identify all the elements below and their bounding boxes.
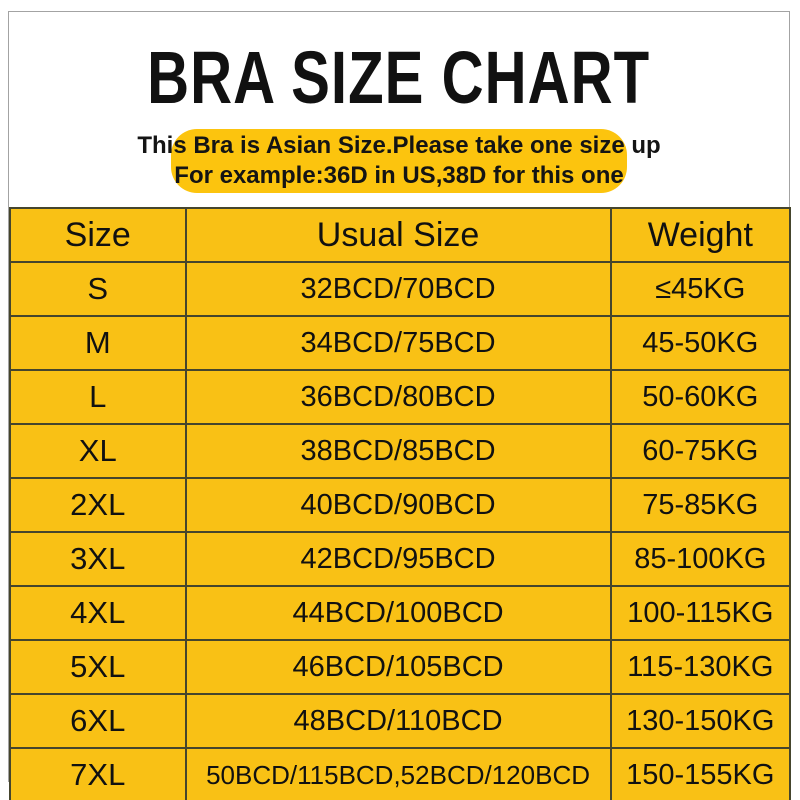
table-header: Size Usual Size Weight bbox=[9, 207, 792, 263]
size-cell: 4XL bbox=[9, 585, 187, 641]
column-header-weight: Weight bbox=[609, 207, 792, 263]
size-cell: 2XL bbox=[9, 477, 187, 533]
size-cell: 3XL bbox=[9, 531, 187, 587]
table-row: S 32BCD/70BCD ≤45KG bbox=[9, 261, 792, 317]
table-row: L 36BCD/80BCD 50-60KG bbox=[9, 369, 792, 425]
weight-cell: 45-50KG bbox=[609, 315, 792, 371]
table-row: 3XL 42BCD/95BCD 85-100KG bbox=[9, 531, 792, 587]
usual-size-cell: 38BCD/85BCD bbox=[184, 423, 612, 479]
usual-size-cell: 44BCD/100BCD bbox=[184, 585, 612, 641]
column-header-size: Size bbox=[9, 207, 187, 263]
page-title: BRA SIZE CHART bbox=[147, 36, 651, 120]
usual-size-cell: 46BCD/105BCD bbox=[184, 639, 612, 695]
table-header-row: Size Usual Size Weight bbox=[9, 207, 792, 263]
size-cell: M bbox=[9, 315, 187, 371]
table-row: XL 38BCD/85BCD 60-75KG bbox=[9, 423, 792, 479]
weight-cell: 100-115KG bbox=[609, 585, 792, 641]
weight-cell: 115-130KG bbox=[609, 639, 792, 695]
size-cell: 7XL bbox=[9, 747, 187, 800]
usual-size-cell: 36BCD/80BCD bbox=[184, 369, 612, 425]
table-row: 2XL 40BCD/90BCD 75-85KG bbox=[9, 477, 792, 533]
usual-size-cell: 32BCD/70BCD bbox=[184, 261, 612, 317]
asian-size-notice: This Bra is Asian Size.Please take one s… bbox=[137, 129, 661, 193]
weight-cell: 60-75KG bbox=[609, 423, 792, 479]
weight-cell: 75-85KG bbox=[609, 477, 792, 533]
usual-size-cell: 40BCD/90BCD bbox=[184, 477, 612, 533]
table-row: 5XL 46BCD/105BCD 115-130KG bbox=[9, 639, 792, 695]
notice-line-2: For example:36D in US,38D for this one bbox=[174, 162, 624, 189]
size-cell: S bbox=[9, 261, 187, 317]
table-row: 4XL 44BCD/100BCD 100-115KG bbox=[9, 585, 792, 641]
table-row: 6XL 48BCD/110BCD 130-150KG bbox=[9, 693, 792, 749]
usual-size-cell: 42BCD/95BCD bbox=[184, 531, 612, 587]
table-row: M 34BCD/75BCD 45-50KG bbox=[9, 315, 792, 371]
usual-size-cell: 48BCD/110BCD bbox=[184, 693, 612, 749]
bra-size-table: Size Usual Size Weight S 32BCD/70BCD ≤45KG M 3… bbox=[9, 207, 792, 800]
weight-cell: ≤45KG bbox=[609, 261, 792, 317]
notice-line-1: This Bra is Asian Size.Please take one s… bbox=[137, 132, 661, 159]
weight-cell: 50-60KG bbox=[609, 369, 792, 425]
weight-cell: 85-100KG bbox=[609, 531, 792, 587]
size-cell: 6XL bbox=[9, 693, 187, 749]
content-panel: BRA SIZE CHART This Bra is Asian Size.Pl… bbox=[8, 11, 792, 800]
size-cell: XL bbox=[9, 423, 187, 479]
weight-cell: 150-155KG bbox=[609, 747, 792, 800]
weight-cell: 130-150KG bbox=[609, 693, 792, 749]
table-row: 7XL 50BCD/115BCD,52BCD/120BCD 150-155KG bbox=[9, 747, 792, 800]
column-header-usual-size: Usual Size bbox=[184, 207, 612, 263]
size-cell: L bbox=[9, 369, 187, 425]
usual-size-cell: 50BCD/115BCD,52BCD/120BCD bbox=[184, 747, 612, 800]
header-section: BRA SIZE CHART This Bra is Asian Size.Pl… bbox=[9, 12, 789, 207]
table-body: S 32BCD/70BCD ≤45KG M 34BCD/75BCD 45-50KG L 36B… bbox=[9, 261, 792, 800]
size-cell: 5XL bbox=[9, 639, 187, 695]
usual-size-cell: 34BCD/75BCD bbox=[184, 315, 612, 371]
